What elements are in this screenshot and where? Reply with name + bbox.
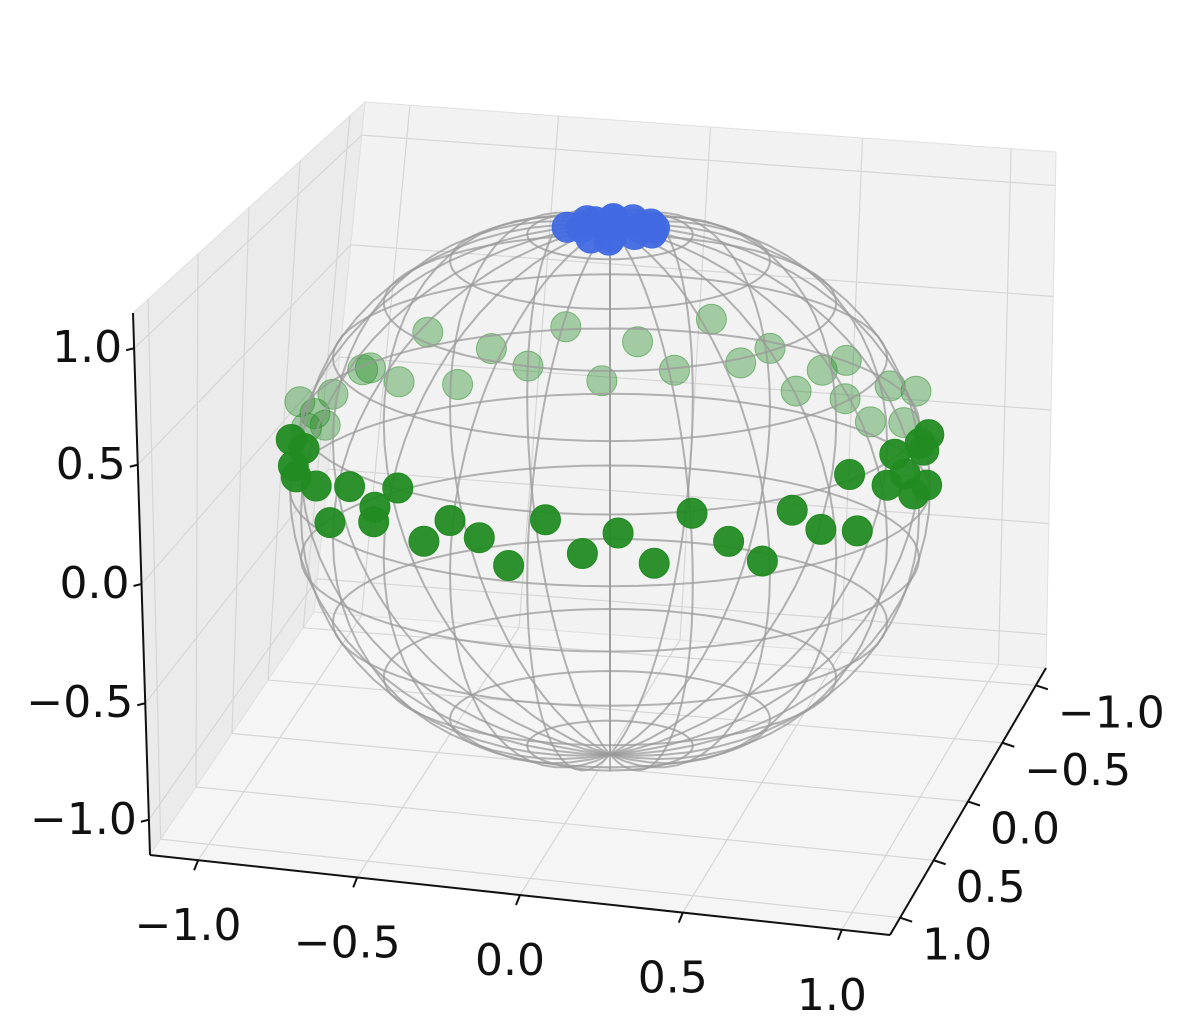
green-point (359, 491, 391, 523)
sphere-longitude-line (609, 224, 838, 765)
green-point (622, 326, 654, 358)
sphere-longitude-line (609, 215, 838, 756)
z-tick (133, 583, 142, 587)
grid-line (160, 838, 901, 919)
floor-pane (149, 611, 1047, 936)
green-point (725, 347, 757, 379)
green-point (834, 459, 866, 490)
green-point (780, 375, 812, 407)
grid-line (195, 786, 934, 861)
green-point (805, 513, 837, 545)
y-tick (967, 800, 981, 807)
green-point (442, 369, 474, 400)
x-tick-label: 0.5 (638, 953, 708, 1004)
z-tick-label: 1.0 (52, 322, 122, 373)
y-tick (933, 859, 946, 866)
sphere-longitude-line (382, 215, 611, 756)
green-point (676, 497, 708, 529)
green-point (383, 366, 415, 398)
sphere-longitude-line (382, 224, 611, 765)
green-point (434, 505, 466, 536)
green-point (898, 478, 930, 510)
sphere-longitude-line (299, 224, 611, 757)
blue-point (593, 224, 625, 256)
sphere-longitude-line (609, 224, 694, 772)
grid-line (148, 578, 318, 821)
sphere-longitude-line (448, 224, 611, 769)
grid-line (317, 578, 1047, 636)
grid-line (195, 253, 199, 787)
sphere-longitude-line (331, 224, 611, 761)
green-point (334, 471, 366, 503)
grid-line (147, 299, 162, 840)
grid-line (840, 137, 864, 653)
green-point (408, 525, 440, 557)
green-point (382, 472, 414, 504)
green-point (854, 406, 886, 438)
sphere-longitude-line (609, 224, 921, 757)
x-tick (836, 929, 843, 941)
green-point (776, 494, 808, 526)
grid-line (997, 148, 1012, 665)
green-point (288, 433, 320, 464)
z-tick (140, 818, 150, 823)
ticks: −1.0 −0.5 0.0 0.5 1.0 −1.0 −0.5 0.0 0.5 1.0 −1.0 −0… (26, 322, 1164, 1020)
z-tick-label: 0.5 (56, 439, 126, 490)
green-point (493, 550, 525, 581)
z-tick (125, 347, 135, 352)
y-tick-label: 1.0 (922, 920, 992, 971)
green-point (566, 538, 598, 569)
x-tick (677, 912, 684, 923)
sphere-longitude-line (526, 224, 611, 772)
green-point (550, 311, 582, 343)
x-tick (352, 877, 359, 888)
x-tick-label: 0.0 (475, 935, 545, 986)
green-point (871, 469, 903, 501)
z-tick-label: 0.0 (60, 558, 130, 609)
grid-line (682, 652, 842, 913)
green-point (314, 507, 346, 539)
y-tick-label: 0.5 (956, 862, 1026, 913)
y-tick (1035, 684, 1049, 691)
z-tick (136, 702, 146, 707)
z-tick-label: −1.0 (30, 794, 137, 845)
green-point (659, 354, 690, 386)
sphere-longitude-line (609, 211, 772, 756)
x-tick-label: −1.0 (135, 900, 242, 951)
x-tick-label: 1.0 (797, 970, 867, 1020)
x-tick-label: −0.5 (294, 917, 401, 968)
y-tick (899, 916, 913, 923)
green-point (300, 470, 332, 502)
y-tick-label: 0.0 (990, 804, 1060, 855)
green-point (830, 344, 862, 376)
green-point (602, 517, 634, 549)
y-tick-label: −1.0 (1058, 687, 1165, 738)
green-point (841, 515, 873, 547)
scatter-front-layer (275, 203, 945, 581)
green-point (463, 522, 495, 554)
z-tick-label: −0.5 (26, 677, 133, 728)
green-point (638, 547, 670, 579)
green-point (530, 504, 561, 536)
y-tick-label: −0.5 (1024, 745, 1131, 796)
green-point (713, 525, 745, 557)
green-point (746, 545, 778, 577)
grid-line (339, 356, 1052, 411)
x-tick (515, 894, 521, 906)
sphere-longitude-line (609, 223, 921, 756)
grid-line (841, 664, 999, 931)
grid-line (144, 468, 329, 704)
green-point (879, 438, 911, 470)
z-tick (129, 463, 139, 468)
grid-line (231, 207, 250, 734)
y-tick (1002, 741, 1015, 748)
sphere-wireframe (288, 208, 932, 772)
x-tick (193, 859, 200, 871)
